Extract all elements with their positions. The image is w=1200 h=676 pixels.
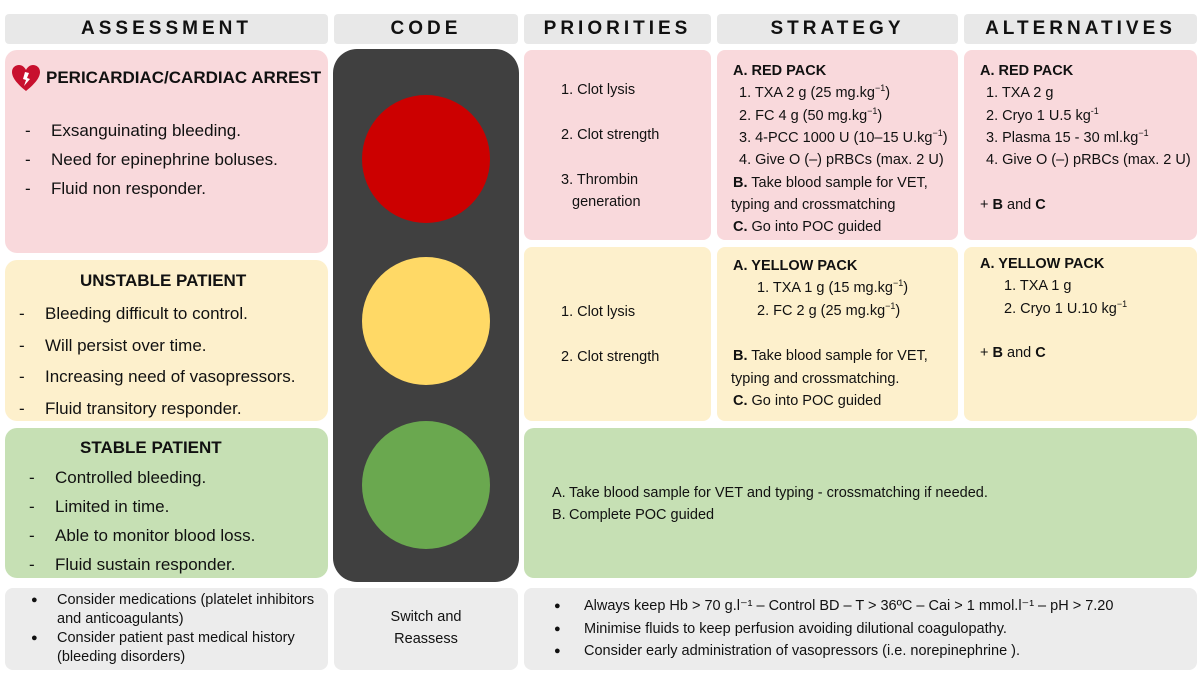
green-plan-box: A. Take blood sample for VET and typing -… xyxy=(524,428,1197,578)
list-item: 1. TXA 1 g (15 mg.kg−1) xyxy=(757,278,909,296)
assessment-red-box: PERICARDIAC/CARDIAC ARREST Exsanguinatin… xyxy=(5,50,328,253)
alternatives-yellow-pack: A. YELLOW PACK xyxy=(980,253,1104,276)
list-item: A. Take blood sample for VET and typing -… xyxy=(552,485,988,501)
list-item: 2. FC 4 g (50 mg.kg−1) xyxy=(739,106,883,124)
assessment-footer-list: Consider medications (platelet inhibitor… xyxy=(23,591,323,667)
list-item: 4. Give O (–) pRBCs (max. 2 U) xyxy=(986,152,1191,168)
alternatives-red-box: A. RED PACK 1. TXA 2 g 2. Cryo 1 U.5 kg-… xyxy=(964,50,1197,240)
header-alternatives: ALTERNATIVES xyxy=(964,14,1197,44)
list-item: Controlled bleeding. xyxy=(9,463,255,492)
assessment-yellow-box: UNSTABLE PATIENT Bleeding difficult to c… xyxy=(5,260,328,424)
code-footer-box: Switch and Reassess xyxy=(334,588,518,670)
priority-item: 1. Clot lysis xyxy=(561,304,636,320)
list-item: Will persist over time. xyxy=(0,330,295,362)
assessment-red-title: PERICARDIAC/CARDIAC ARREST xyxy=(46,68,322,87)
list-item: 1. TXA 2 g (25 mg.kg−1) xyxy=(739,83,891,101)
list-item: B. Take blood sample for VET, xyxy=(733,175,928,191)
alternatives-red-pack: A. RED PACK xyxy=(980,60,1073,83)
list-item: 1. TXA 2 g xyxy=(986,85,1054,101)
pack-label: A. RED PACK xyxy=(980,63,1074,79)
list-item: Exsanguinating bleeding. xyxy=(5,116,278,145)
list-item: B. Complete POC guided xyxy=(552,507,715,523)
list-item: B. Take blood sample for VET, xyxy=(733,348,928,364)
list-item: Fluid transitory responder. xyxy=(0,393,295,425)
strategy-yellow-box: A. YELLOW PACK 1. TXA 1 g (15 mg.kg−1) 2… xyxy=(717,247,958,421)
heart-icon xyxy=(11,64,41,92)
priority-item: 2. Clot strength xyxy=(561,349,660,365)
list-item: + B and C xyxy=(980,197,1046,213)
assessment-yellow-list: Bleeding difficult to control. Will pers… xyxy=(0,298,295,424)
code-footer-line1: Switch and xyxy=(390,609,462,625)
list-item: Consider medications (platelet inhibitor… xyxy=(23,591,323,629)
header-priorities: PRIORITIES xyxy=(524,14,711,44)
assessment-red-list: Exsanguinating bleeding. Need for epinep… xyxy=(5,116,278,203)
traffic-light xyxy=(333,49,519,582)
green-light xyxy=(362,421,490,549)
list-item: Fluid sustain responder. xyxy=(9,550,255,579)
assessment-green-box: STABLE PATIENT Controlled bleeding. Limi… xyxy=(5,428,328,579)
priority-item: 3. Thrombin xyxy=(561,172,639,188)
strategy-red-pack: A. RED PACK xyxy=(733,60,826,83)
list-item: + B and C xyxy=(980,345,1046,361)
priorities-yellow-box: 1. Clot lysis 2. Clot strength xyxy=(524,247,711,421)
green-plan-list: A. Take blood sample for VET and typing -… xyxy=(524,482,988,526)
list-item: Always keep Hb > 70 g.l⁻¹ – Control BD –… xyxy=(524,595,1196,618)
list-item: 3. Plasma 15 - 30 ml.kg−1 xyxy=(986,128,1149,146)
header-assessment: ASSESSMENT xyxy=(5,14,328,44)
list-item: Minimise fluids to keep perfusion avoidi… xyxy=(524,618,1196,641)
assessment-green-title: STABLE PATIENT xyxy=(80,438,222,457)
list-item: typing and crossmatching xyxy=(731,197,896,213)
assessment-yellow-title: UNSTABLE PATIENT xyxy=(80,271,247,290)
red-light xyxy=(362,95,490,223)
general-footer-list: Always keep Hb > 70 g.l⁻¹ – Control BD –… xyxy=(524,595,1196,663)
list-item: typing and crossmatching. xyxy=(731,371,900,387)
priorities-red-box: 1. Clot lysis 2. Clot strength 3. Thromb… xyxy=(524,50,711,240)
list-item: Bleeding difficult to control. xyxy=(0,298,295,330)
general-footer-box: Always keep Hb > 70 g.l⁻¹ – Control BD –… xyxy=(524,588,1197,670)
strategy-red-box: A. RED PACK 1. TXA 2 g (25 mg.kg−1) 2. F… xyxy=(717,50,958,240)
list-item: Limited in time. xyxy=(9,492,255,521)
assessment-green-list: Controlled bleeding. Limited in time. Ab… xyxy=(9,463,255,579)
list-item: C. Go into POC guided xyxy=(733,393,882,409)
header-code: CODE xyxy=(334,14,518,44)
assessment-footer-box: Consider medications (platelet inhibitor… xyxy=(5,588,328,670)
list-item: Consider patient past medical history (b… xyxy=(23,629,323,667)
code-footer-line2: Reassess xyxy=(394,631,458,647)
pack-label: A. YELLOW PACK xyxy=(733,258,858,274)
alternatives-yellow-box: A. YELLOW PACK 1. TXA 1 g 2. Cryo 1 U.10… xyxy=(964,247,1197,421)
header-strategy: STRATEGY xyxy=(717,14,958,44)
strategy-yellow-pack: A. YELLOW PACK xyxy=(733,255,857,278)
list-item: 1. TXA 1 g xyxy=(1004,278,1072,294)
priority-item: generation xyxy=(572,194,641,210)
yellow-light xyxy=(362,257,490,385)
list-item: Able to monitor blood loss. xyxy=(9,521,255,550)
list-item: Increasing need of vasopressors. xyxy=(0,361,295,393)
list-item: 2. Cryo 1 U.5 kg-1 xyxy=(986,106,1099,124)
list-item: 2. Cryo 1 U.10 kg−1 xyxy=(1004,299,1128,317)
list-item: 3. 4-PCC 1000 U (10–15 U.kg−1) xyxy=(739,128,948,146)
list-item: 4. Give O (–) pRBCs (max. 2 U) xyxy=(739,152,944,168)
list-item: Need for epinephrine boluses. xyxy=(5,145,278,174)
priority-item: 1. Clot lysis xyxy=(561,82,636,98)
list-item: C. Go into POC guided xyxy=(733,219,882,235)
pack-label: A. RED PACK xyxy=(733,63,827,79)
priority-item: 2. Clot strength xyxy=(561,127,660,143)
list-item: 2. FC 2 g (25 mg.kg−1) xyxy=(757,301,901,319)
pack-label: A. YELLOW PACK xyxy=(980,256,1105,272)
list-item: Consider early administration of vasopre… xyxy=(524,640,1196,663)
list-item: Fluid non responder. xyxy=(5,174,278,203)
